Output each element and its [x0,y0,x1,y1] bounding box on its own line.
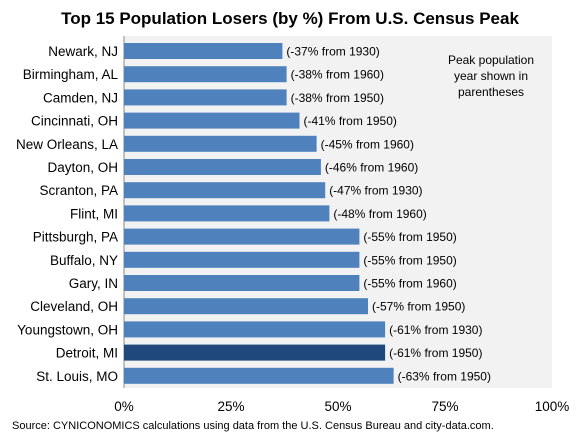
data-label: (-48% from 1960) [333,207,426,221]
category-label: Scranton, PA [39,183,118,198]
bar [124,298,368,315]
x-tick-label: 25% [217,399,244,414]
data-label: (-38% from 1950) [291,91,384,105]
bar [124,43,283,59]
bar [124,344,386,361]
data-label: (-55% from 1950) [363,253,456,267]
category-label: Dayton, OH [47,160,118,175]
bar [124,251,360,268]
category-label: Buffalo, NY [50,253,118,268]
bar [124,367,394,384]
note-line: Peak population [448,53,534,67]
data-label: (-57% from 1950) [372,300,465,314]
data-label: (-63% from 1950) [398,369,491,383]
category-label: Youngstown, OH [17,322,118,337]
category-labels: Newark, NJ Birmingham, AL Camden, NJ Cincin… [16,44,119,384]
category-label: Pittsburgh, PA [33,230,118,245]
bar [124,205,330,222]
x-tick-label: 100% [535,399,570,414]
data-label: (-61% from 1930) [389,323,482,337]
data-label: (-38% from 1960) [291,68,384,82]
bar [124,228,360,245]
bar [124,275,360,291]
bar [124,321,386,338]
x-tick-label: 50% [324,399,351,414]
category-label: Gary, IN [69,276,118,291]
data-label: (-55% from 1950) [363,230,456,244]
category-label: Cincinnati, OH [31,114,118,129]
category-label: Birmingham, AL [23,67,119,82]
bar [124,66,287,83]
bar [124,159,321,175]
data-labels: (-37% from 1930) (-38% from 1960) (-38% fr… [286,45,491,384]
note-line: parentheses [458,85,524,99]
data-label: (-45% from 1960) [321,137,414,151]
data-label: (-46% from 1960) [325,161,418,175]
note-line: year shown in [454,69,528,83]
bar [124,89,287,106]
category-label: Flint, MI [70,206,118,221]
category-label: New Orleans, LA [16,137,118,152]
data-label: (-55% from 1960) [363,277,456,291]
bar [124,182,326,199]
x-tick-label: 0% [114,399,134,414]
data-label: (-61% from 1950) [389,346,482,360]
bar [124,135,317,152]
bar [124,112,300,129]
data-label: (-47% from 1930) [329,184,422,198]
chart-title: Top 15 Population Losers (by %) From U.S… [61,9,519,28]
data-label: (-41% from 1950) [304,114,397,128]
category-label: Detroit, MI [56,346,118,361]
category-label: Camden, NJ [43,90,118,105]
category-label: Cleveland, OH [30,299,118,314]
data-label: (-37% from 1930) [286,45,379,59]
source-note: Source: CYNICONOMICS calculations using … [12,420,494,432]
bars [124,43,394,384]
x-tick-label: 75% [431,399,458,414]
category-label: Newark, NJ [48,44,118,59]
x-axis-ticks: 0% 25% 50% 75% 100% [114,399,569,414]
category-label: St. Louis, MO [36,369,118,384]
chart-note: Peak population year shown in parentheses [448,53,534,99]
